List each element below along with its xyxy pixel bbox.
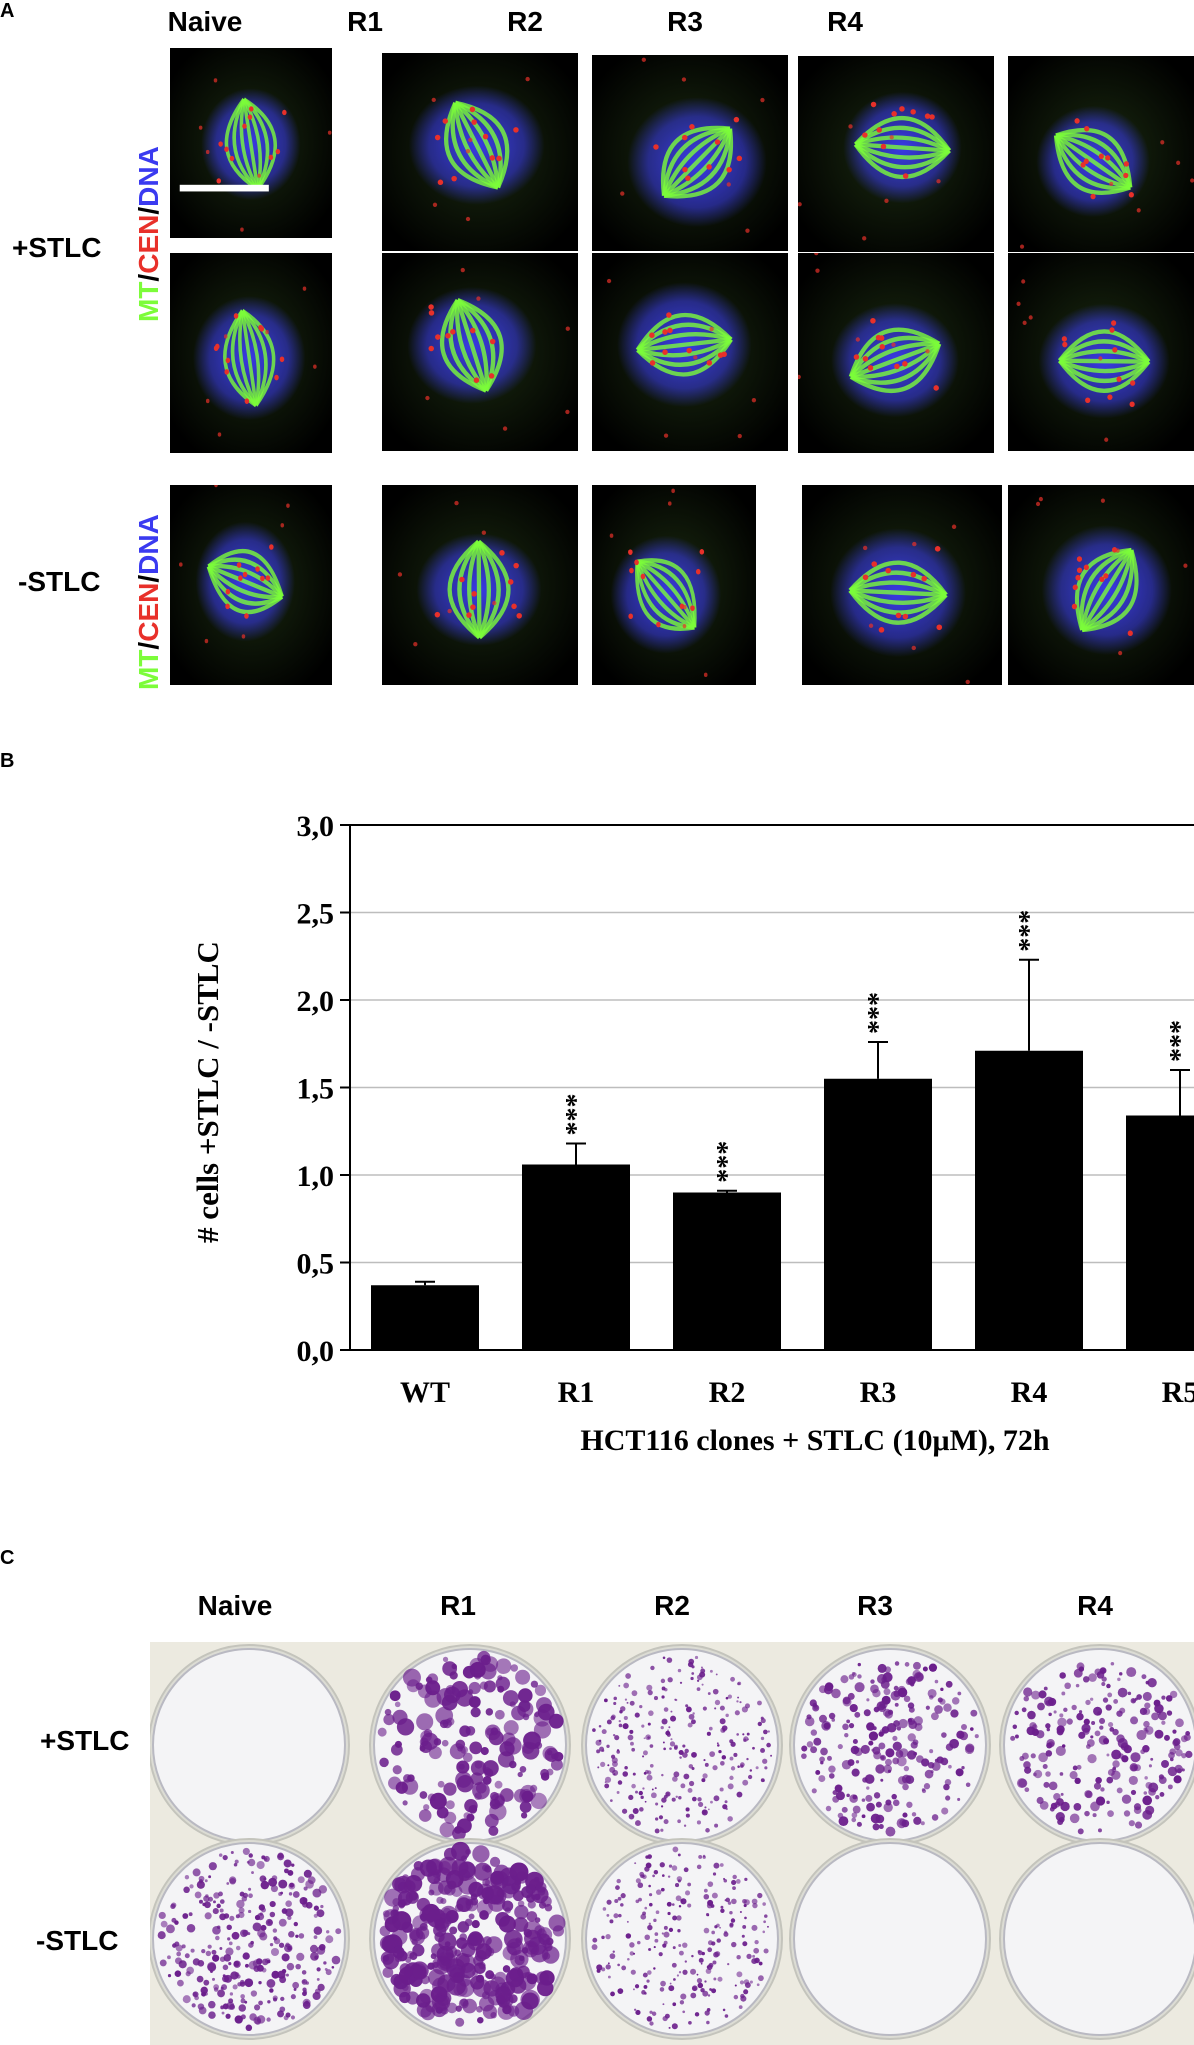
y-tick-label: 1,0 bbox=[297, 1160, 335, 1193]
micrograph-image bbox=[802, 485, 1002, 685]
y-tick-label: 0,0 bbox=[297, 1335, 335, 1368]
panel-c-letter: C bbox=[0, 1547, 15, 1569]
y-tick-label: 2,5 bbox=[297, 898, 335, 931]
panel-a-col-r3: R3 bbox=[667, 6, 703, 37]
x-tick-label: R1 bbox=[558, 1376, 595, 1409]
y-tick-label: 2,0 bbox=[297, 985, 335, 1018]
x-tick-label: R3 bbox=[860, 1376, 897, 1409]
panel-a-col-r4: R4 bbox=[827, 6, 863, 37]
x-tick-label: R2 bbox=[709, 1376, 746, 1409]
well bbox=[150, 1644, 350, 1846]
micrograph-image bbox=[1008, 253, 1194, 451]
panel-c-col-naive: Naive bbox=[197, 1590, 273, 1621]
micrograph-image bbox=[170, 253, 332, 453]
chart-y-ticks: 0,0 0,5 1,0 1,5 2,0 2,5 3,0 bbox=[297, 810, 350, 1368]
x-tick-label: R4 bbox=[1011, 1376, 1048, 1409]
bar-r1 bbox=[522, 1164, 630, 1350]
x-tick-label: R5 bbox=[1162, 1376, 1194, 1409]
significance-marker: *** bbox=[1165, 1020, 1194, 1062]
panel-a-row-minus-stlc: -STLC bbox=[18, 566, 101, 597]
chart-significance: *** *** *** *** *** bbox=[561, 910, 1194, 1183]
panel-a-col-naive: Naive bbox=[167, 6, 243, 37]
bar-wt bbox=[371, 1285, 479, 1350]
panel-a-col-r2: R2 bbox=[507, 6, 543, 37]
significance-marker: *** bbox=[863, 992, 894, 1034]
legend-mt: MT bbox=[133, 281, 164, 322]
legend-mt: MT bbox=[133, 649, 164, 690]
micrograph-image bbox=[382, 53, 578, 251]
panel-c-col-r1: R1 bbox=[440, 1590, 476, 1621]
y-tick-label: 1,5 bbox=[297, 1073, 335, 1106]
well bbox=[369, 1838, 571, 2040]
well bbox=[150, 1838, 350, 2040]
chart-error-bars bbox=[415, 958, 1190, 1286]
legend-dna: DNA bbox=[133, 514, 164, 575]
colony-plate bbox=[150, 1642, 1194, 2045]
chart-ylabel: # cells +STLC / -STLC bbox=[190, 941, 225, 1243]
legend-dna: DNA bbox=[133, 146, 164, 207]
micrograph-image bbox=[798, 56, 994, 252]
bar-r2 bbox=[673, 1192, 781, 1350]
micrograph-image bbox=[1008, 56, 1194, 252]
panel-c-row-minus-stlc: -STLC bbox=[36, 1925, 119, 1956]
micrograph-image bbox=[170, 485, 332, 685]
y-tick-label: 3,0 bbox=[297, 810, 335, 843]
legend-cen: CEN bbox=[133, 582, 164, 642]
chart-bars bbox=[371, 1050, 1194, 1350]
well bbox=[369, 1644, 571, 1846]
panel-c-col-r3: R3 bbox=[857, 1590, 893, 1621]
chart-x-ticks: WT R1 R2 R3 R4 R5 bbox=[400, 1376, 1194, 1409]
y-tick-label: 0,5 bbox=[297, 1248, 335, 1281]
panel-c-row-plus-stlc: +STLC bbox=[40, 1725, 130, 1756]
legend-cen: CEN bbox=[133, 214, 164, 274]
bar-chart: *** *** *** *** *** 0,0 0,5 1,0 1,5 2,0 2,5 3,0 WT… bbox=[190, 810, 1194, 1457]
bar-r3 bbox=[824, 1078, 932, 1350]
x-tick-label: WT bbox=[400, 1376, 450, 1409]
panel-a-letter: A bbox=[0, 0, 15, 22]
significance-marker: *** bbox=[561, 1094, 592, 1136]
micrograph-image bbox=[592, 253, 788, 451]
micrograph-image bbox=[382, 485, 578, 685]
well bbox=[581, 1644, 783, 1846]
well bbox=[789, 1644, 991, 1846]
micrograph-image bbox=[592, 55, 788, 251]
well bbox=[581, 1838, 783, 2040]
bar-r5 bbox=[1126, 1115, 1194, 1350]
significance-marker: *** bbox=[1014, 910, 1045, 952]
significance-marker: *** bbox=[712, 1141, 743, 1183]
micrograph-image bbox=[382, 253, 578, 451]
panel-a-row-plus-stlc: +STLC bbox=[12, 232, 102, 263]
panel-b-letter: B bbox=[0, 750, 15, 772]
micrograph-image bbox=[170, 48, 332, 238]
micrograph-image bbox=[798, 253, 994, 453]
bar-r4 bbox=[975, 1050, 1083, 1350]
panel-a-col-r1: R1 bbox=[347, 6, 383, 37]
scale-bar bbox=[179, 184, 269, 192]
panel-a-legend-bottom: MT/CEN/DNA bbox=[133, 514, 164, 690]
panel-a-legend-top: MT/CEN/DNA bbox=[133, 146, 164, 322]
panel-c-col-r4: R4 bbox=[1077, 1590, 1113, 1621]
micrograph-image bbox=[592, 485, 756, 685]
chart-xlabel: HCT116 clones + STLC (10μM), 72h bbox=[580, 1424, 1049, 1457]
micrograph-image bbox=[1008, 485, 1194, 685]
well bbox=[999, 1644, 1194, 1846]
panel-c-col-r2: R2 bbox=[654, 1590, 690, 1621]
well bbox=[999, 1838, 1194, 2040]
well bbox=[789, 1838, 991, 2040]
